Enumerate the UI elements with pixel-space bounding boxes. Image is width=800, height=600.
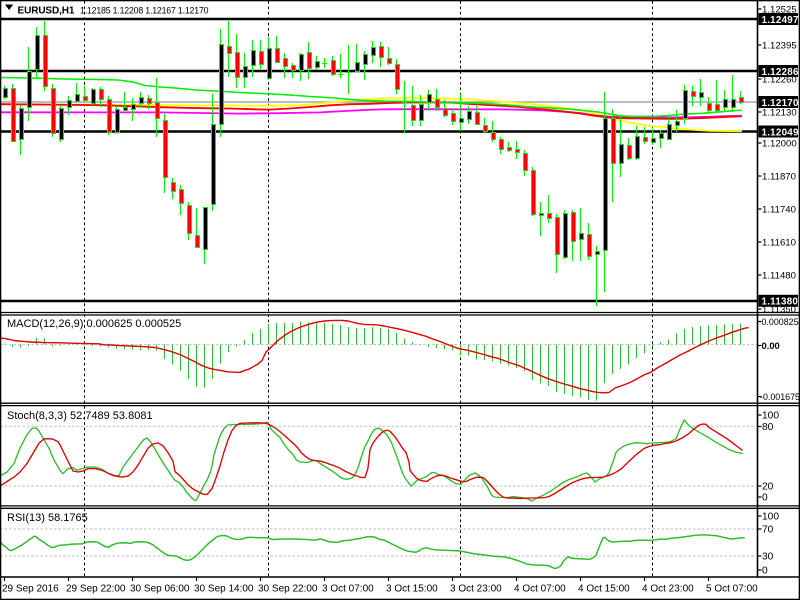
svg-text:-0.001675: -0.001675 bbox=[760, 392, 800, 402]
svg-text:1.12049: 1.12049 bbox=[762, 127, 799, 138]
svg-text:4 Oct 07:00: 4 Oct 07:00 bbox=[514, 584, 566, 595]
svg-text:1.12170: 1.12170 bbox=[762, 98, 799, 109]
svg-text:1.11380: 1.11380 bbox=[762, 297, 799, 308]
svg-text:20: 20 bbox=[762, 482, 774, 493]
svg-text:30: 30 bbox=[762, 552, 774, 563]
svg-text:100: 100 bbox=[762, 411, 779, 422]
svg-text:1.12185 1.12208 1.12167 1.1217: 1.12185 1.12208 1.12167 1.12170 bbox=[80, 6, 209, 16]
svg-text:1.12130: 1.12130 bbox=[762, 108, 797, 119]
svg-text:3 Oct 07:00: 3 Oct 07:00 bbox=[322, 584, 374, 595]
svg-text:70: 70 bbox=[762, 525, 774, 536]
svg-text:1.11350: 1.11350 bbox=[762, 305, 796, 316]
svg-text:0: 0 bbox=[762, 566, 768, 577]
svg-text:1.11610: 1.11610 bbox=[762, 238, 796, 249]
svg-text:5 Oct 07:00: 5 Oct 07:00 bbox=[706, 584, 758, 595]
svg-text:4 Oct 23:00: 4 Oct 23:00 bbox=[642, 584, 694, 595]
svg-text:0.000825: 0.000825 bbox=[762, 317, 799, 327]
svg-text:3 Oct 15:00: 3 Oct 15:00 bbox=[386, 584, 438, 595]
svg-text:100: 100 bbox=[762, 512, 779, 523]
svg-text:EURUSD,H1: EURUSD,H1 bbox=[18, 6, 75, 17]
svg-text:1.12497: 1.12497 bbox=[762, 15, 799, 26]
svg-text:29 Sep 2016: 29 Sep 2016 bbox=[2, 584, 59, 595]
svg-text:80: 80 bbox=[762, 422, 774, 433]
svg-text:1.11480: 1.11480 bbox=[762, 271, 796, 282]
svg-text:RSI(13) 58.1765: RSI(13) 58.1765 bbox=[7, 512, 88, 524]
svg-text:29 Sep 22:00: 29 Sep 22:00 bbox=[66, 584, 126, 595]
svg-text:1.11740: 1.11740 bbox=[762, 205, 796, 216]
svg-text:Stoch(8,3,3) 52.7489 53.8081: Stoch(8,3,3) 52.7489 53.8081 bbox=[7, 410, 153, 422]
svg-text:1.12286: 1.12286 bbox=[762, 67, 799, 78]
svg-text:0.00: 0.00 bbox=[762, 340, 780, 351]
svg-text:4 Oct 15:00: 4 Oct 15:00 bbox=[578, 584, 630, 595]
svg-text:30 Sep 14:00: 30 Sep 14:00 bbox=[194, 584, 254, 595]
svg-text:1.12260: 1.12260 bbox=[762, 75, 797, 86]
svg-text:30 Sep 22:00: 30 Sep 22:00 bbox=[258, 584, 318, 595]
svg-text:1.12525: 1.12525 bbox=[762, 5, 797, 16]
svg-text:3 Oct 23:00: 3 Oct 23:00 bbox=[450, 584, 502, 595]
svg-text:1.11870: 1.11870 bbox=[762, 172, 796, 183]
svg-text:30 Sep 06:00: 30 Sep 06:00 bbox=[130, 584, 190, 595]
svg-text:1.12395: 1.12395 bbox=[762, 41, 797, 52]
svg-text:1.12000: 1.12000 bbox=[762, 139, 797, 150]
svg-text:MACD(12,26,9) 0.000625 0.00052: MACD(12,26,9) 0.000625 0.000525 bbox=[7, 318, 181, 330]
svg-text:0: 0 bbox=[762, 493, 768, 504]
